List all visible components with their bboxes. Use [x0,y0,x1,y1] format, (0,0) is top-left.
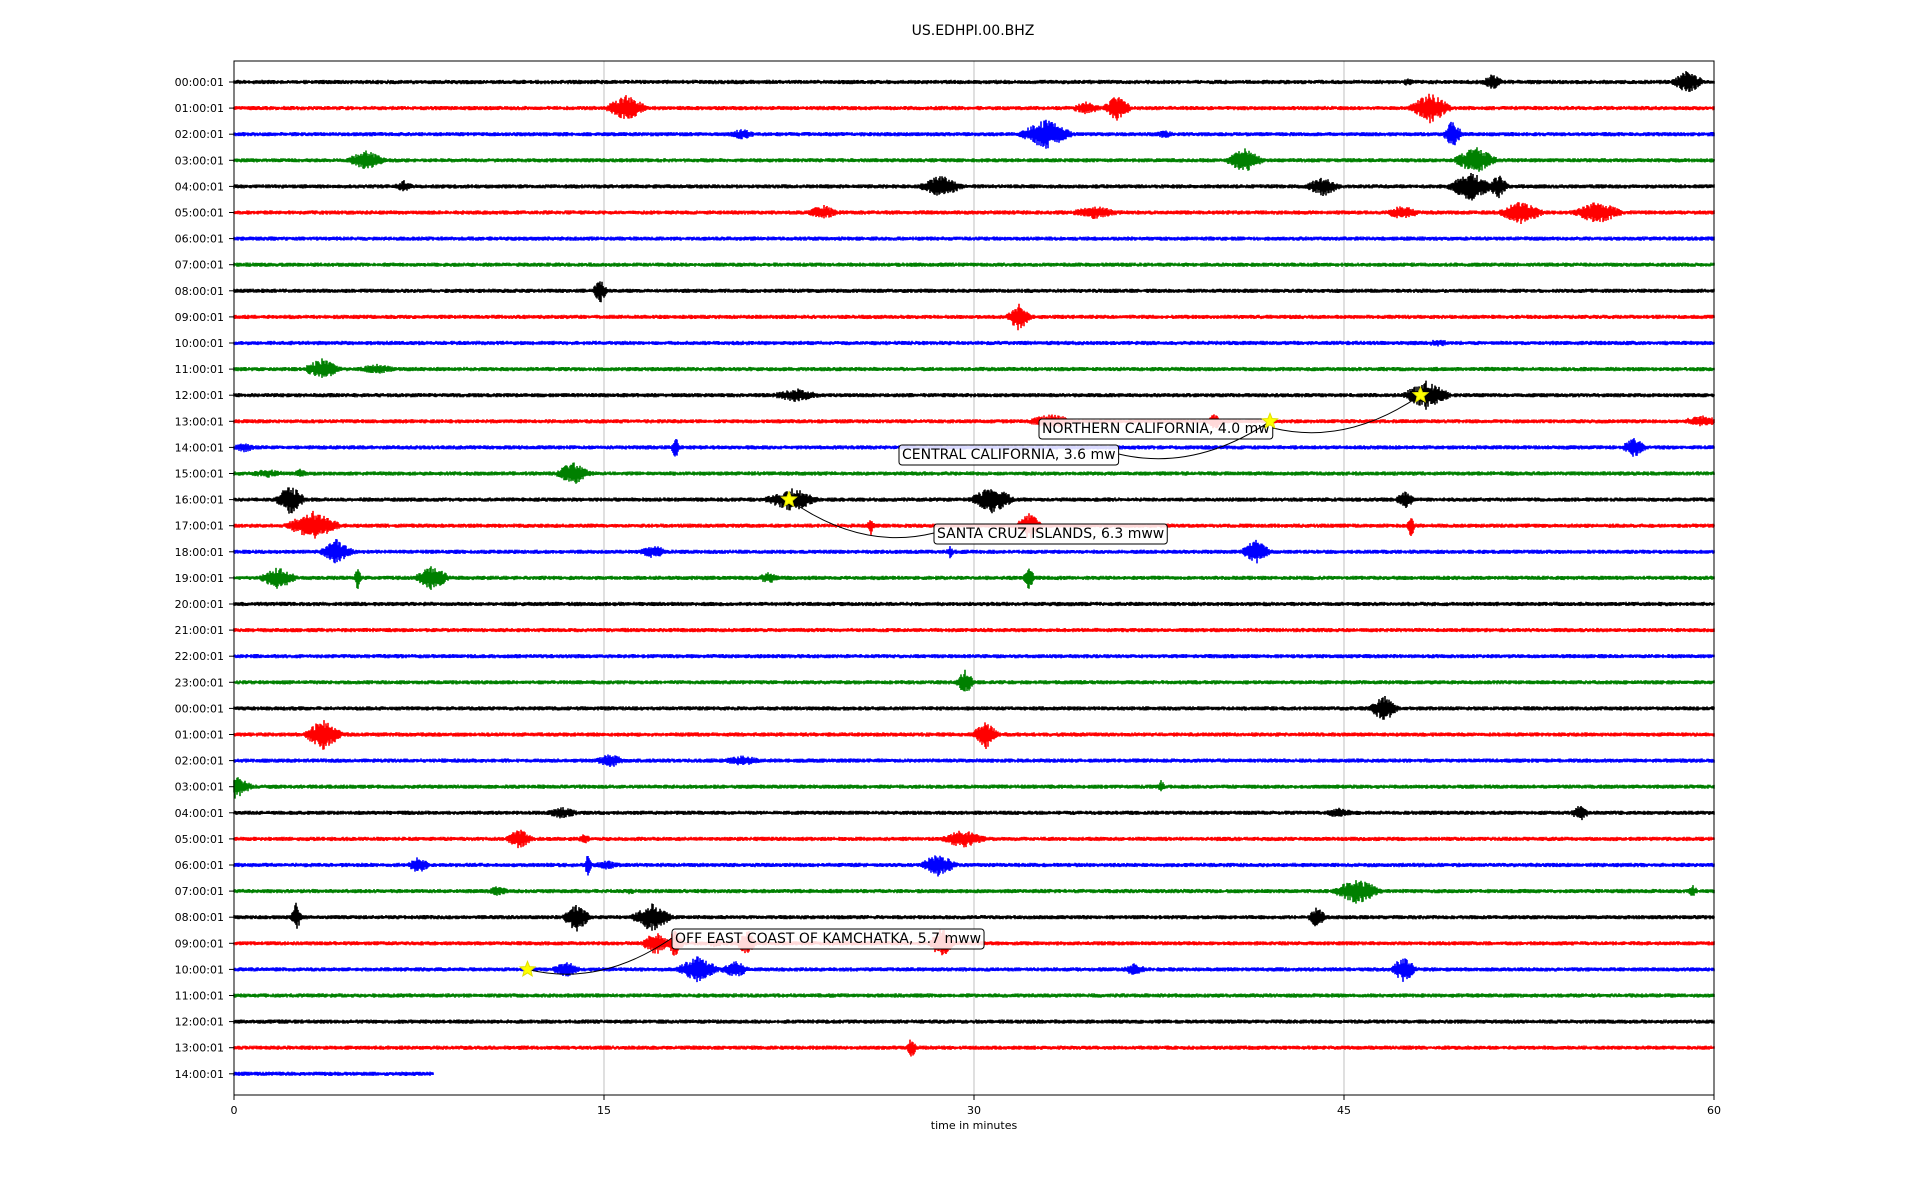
row-label: 04:00:01 [175,807,224,820]
row-label: 12:00:01 [175,389,224,402]
event-label: SANTA CRUZ ISLANDS, 6.3 mww [937,526,1164,542]
row-label: 01:00:01 [175,729,224,742]
row-label: 13:00:01 [175,415,224,428]
x-tick-label: 0 [231,1104,238,1117]
row-label: 19:00:01 [175,572,224,585]
x-tick-label: 30 [967,1104,981,1117]
annotation-connector [1272,394,1421,434]
row-label: 06:00:01 [175,859,224,872]
row-label: 09:00:01 [175,937,224,950]
annotation-connector [527,937,673,975]
row-labels: 00:00:01 01:00:01 02:00:01 03:00:01 04:00:01… [175,76,234,1081]
annotation-connector [788,499,935,539]
row-label: 14:00:01 [175,441,224,454]
event-label-box [933,523,1168,545]
row-label: 23:00:01 [175,676,224,689]
event-annotation: OFF EAST COAST OF KAMCHATKA, 5.7 mww [518,928,985,978]
event-star-marker [518,960,537,978]
row-label: 20:00:01 [175,598,224,611]
event-annotation: NORTHERN CALIFORNIA, 4.0 mw [1038,385,1430,440]
row-label: 12:00:01 [175,1016,224,1029]
row-label: 16:00:01 [175,494,224,507]
row-label: 07:00:01 [175,259,224,272]
row-label: 00:00:01 [175,76,224,89]
row-label: 10:00:01 [175,337,224,350]
row-label: 11:00:01 [175,990,224,1003]
row-label: 10:00:01 [175,963,224,976]
row-label: 06:00:01 [175,233,224,246]
event-label-box [1038,418,1274,440]
row-label: 02:00:01 [175,128,224,141]
row-label: 11:00:01 [175,363,224,376]
row-label: 03:00:01 [175,154,224,167]
row-label: 07:00:01 [175,885,224,898]
row-label: 22:00:01 [175,650,224,663]
row-label: 18:00:01 [175,546,224,559]
event-label: OFF EAST COAST OF KAMCHATKA, 5.7 mww [675,931,981,947]
row-label: 03:00:01 [175,781,224,794]
event-annotation: CENTRAL CALIFORNIA, 3.6 mw [898,411,1279,466]
event-label: NORTHERN CALIFORNIA, 4.0 mw [1042,421,1270,437]
x-tick-label: 45 [1337,1104,1351,1117]
event-label: CENTRAL CALIFORNIA, 3.6 mw [902,447,1116,463]
event-label-box [671,928,985,950]
x-axis: 0 15 30 45 60 [231,1095,1721,1117]
x-axis-label: time in minutes [931,1119,1018,1132]
annotation-connector [1118,420,1271,460]
row-label: 21:00:01 [175,624,224,637]
row-label: 15:00:01 [175,468,224,481]
event-star-marker [780,490,798,508]
row-label: 05:00:01 [175,207,224,220]
row-label: 05:00:01 [175,833,224,846]
x-tick-label: 15 [597,1104,611,1117]
row-label: 09:00:01 [175,311,224,324]
event-star-marker [1261,411,1279,429]
seismic-trace [233,262,1715,267]
plot-frame [233,60,1715,1096]
row-label: 02:00:01 [175,755,224,768]
chart-title: US.EDHPI.00.BHZ [912,23,1035,39]
row-label: 01:00:01 [175,102,224,115]
event-annotation: SANTA CRUZ ISLANDS, 6.3 mww [780,490,1168,545]
event-star-marker [1411,385,1430,403]
row-label: 08:00:01 [175,911,224,924]
event-annotations: NORTHERN CALIFORNIA, 4.0 mw CENTRAL CALIF… [518,385,1430,978]
event-label-box [898,444,1120,466]
row-label: 04:00:01 [175,180,224,193]
row-label: 14:00:01 [175,1068,224,1081]
seismic-trace [233,1071,434,1076]
row-label: 13:00:01 [175,1042,224,1055]
row-label: 00:00:01 [175,702,224,715]
row-label: 08:00:01 [175,285,224,298]
row-label: 17:00:01 [175,520,224,533]
x-tick-label: 60 [1707,1104,1721,1117]
